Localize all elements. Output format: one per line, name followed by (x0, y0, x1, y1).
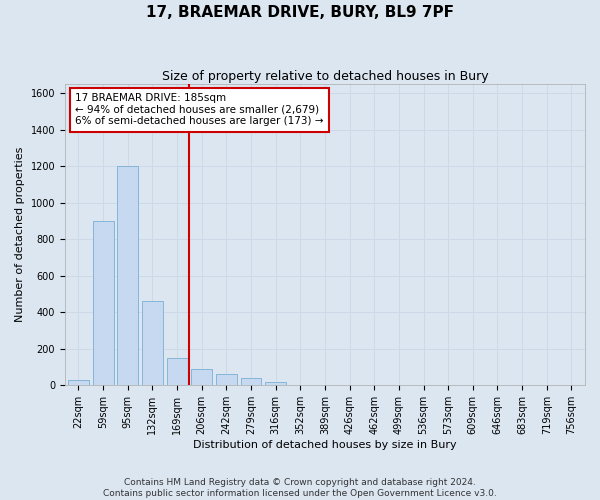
Title: Size of property relative to detached houses in Bury: Size of property relative to detached ho… (161, 70, 488, 83)
Bar (216, 374, 237, 386)
Bar (92, 221, 113, 386)
Bar (265, 382, 286, 386)
Y-axis label: Number of detached properties: Number of detached properties (15, 147, 25, 322)
Text: 17 BRAEMAR DRIVE: 185sqm
← 94% of detached houses are smaller (2,679)
6% of semi: 17 BRAEMAR DRIVE: 185sqm ← 94% of detach… (76, 93, 324, 126)
Bar (117, 166, 138, 386)
Text: Contains HM Land Registry data © Crown copyright and database right 2024.
Contai: Contains HM Land Registry data © Crown c… (103, 478, 497, 498)
Bar (241, 378, 262, 386)
Bar (167, 358, 188, 386)
Bar (191, 369, 212, 386)
Bar (142, 302, 163, 386)
X-axis label: Distribution of detached houses by size in Bury: Distribution of detached houses by size … (193, 440, 457, 450)
Text: 17, BRAEMAR DRIVE, BURY, BL9 7PF: 17, BRAEMAR DRIVE, BURY, BL9 7PF (146, 5, 454, 20)
Bar (68, 380, 89, 386)
